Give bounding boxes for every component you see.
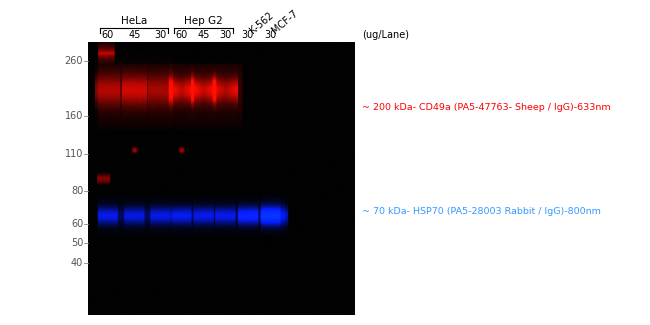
Text: 80: 80 [71, 186, 83, 196]
Text: 30: 30 [154, 30, 166, 40]
Text: ~ 200 kDa- CD49a (PA5-47763- Sheep / IgG)-633nm: ~ 200 kDa- CD49a (PA5-47763- Sheep / IgG… [362, 103, 610, 112]
Text: Hep G2: Hep G2 [184, 16, 223, 26]
Text: 60: 60 [101, 30, 114, 40]
Text: 30: 30 [264, 30, 276, 40]
Text: 45: 45 [128, 30, 140, 40]
Text: 30: 30 [219, 30, 231, 40]
Text: ~ 70 kDa- HSP70 (PA5-28003 Rabbit / IgG)-800nm: ~ 70 kDa- HSP70 (PA5-28003 Rabbit / IgG)… [362, 207, 601, 216]
Text: 60: 60 [176, 30, 188, 40]
Text: 50: 50 [71, 238, 83, 248]
Text: K-562: K-562 [248, 10, 275, 35]
Text: 60: 60 [71, 219, 83, 229]
Text: 30: 30 [242, 30, 254, 40]
Text: HeLa: HeLa [121, 16, 147, 26]
Text: 260: 260 [65, 56, 83, 66]
Text: 160: 160 [65, 111, 83, 121]
Text: 40: 40 [71, 258, 83, 268]
Text: 110: 110 [65, 149, 83, 159]
Text: 45: 45 [198, 30, 210, 40]
Text: (ug/Lane): (ug/Lane) [362, 30, 409, 40]
Text: MCF-7: MCF-7 [270, 8, 300, 35]
